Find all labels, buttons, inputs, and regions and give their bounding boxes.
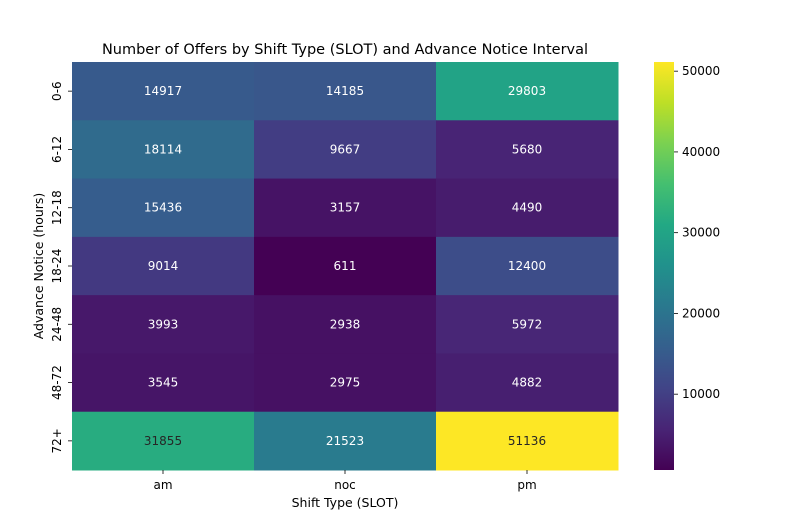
y-axis-label: Advance Notice (hours) <box>31 193 46 340</box>
heatmap-cell <box>72 178 255 238</box>
heatmap-cell <box>436 411 619 471</box>
cell-value-label: 21523 <box>326 434 364 448</box>
cell-value-label: 29803 <box>508 84 546 98</box>
cell-value-label: 3545 <box>148 376 179 390</box>
x-axis-ticks: am noc pm <box>153 470 537 492</box>
colorbar: 10000 20000 30000 40000 50000 <box>654 62 720 470</box>
heatmap-cell <box>436 62 619 121</box>
heatmap-cell <box>254 62 437 121</box>
x-tick-label: pm <box>517 478 536 492</box>
heatmap-cell <box>436 120 619 180</box>
y-tick-label: 0-6 <box>50 81 64 101</box>
y-tick-label: 6-12 <box>50 136 64 163</box>
cell-value-label: 9014 <box>148 259 179 273</box>
y-tick-label: 72+ <box>50 428 64 453</box>
heatmap-cell <box>72 62 255 121</box>
colorbar-gradient <box>654 62 674 470</box>
x-tick-label: am <box>153 478 172 492</box>
colorbar-tick-label: 50000 <box>682 64 720 78</box>
heatmap-cell <box>254 353 437 413</box>
heatmap-cell <box>254 411 437 471</box>
cell-value-label: 9667 <box>330 142 361 156</box>
y-tick-label: 24-48 <box>50 307 64 342</box>
cell-value-label: 2975 <box>330 376 361 390</box>
y-tick-label: 48-72 <box>50 365 64 400</box>
chart-title: Number of Offers by Shift Type (SLOT) an… <box>102 42 588 58</box>
cell-value-label: 18114 <box>144 142 182 156</box>
y-tick-label: 18-24 <box>50 249 64 284</box>
heatmap-cell <box>254 295 437 354</box>
heatmap-cell <box>72 295 255 354</box>
y-axis-ticks: 0-6 6-12 12-18 18-24 24-48 48-72 72+ <box>50 81 72 454</box>
colorbar-tick-label: 40000 <box>682 145 720 159</box>
cell-value-label: 31855 <box>144 434 182 448</box>
heatmap-cell <box>72 411 255 471</box>
cell-value-label: 2938 <box>330 317 361 331</box>
colorbar-ticks: 10000 20000 30000 40000 50000 <box>674 64 720 401</box>
cell-value-label: 5972 <box>512 317 543 331</box>
colorbar-tick-label: 20000 <box>682 306 720 320</box>
heatmap-cell <box>436 353 619 413</box>
cell-value-label: 3993 <box>148 317 179 331</box>
x-axis-label: Shift Type (SLOT) <box>292 495 399 510</box>
cell-value-label: 51136 <box>508 434 546 448</box>
cell-value-label: 3157 <box>330 201 361 215</box>
heatmap-cell <box>72 120 255 180</box>
heatmap-cell <box>254 178 437 238</box>
cell-value-label: 15436 <box>144 201 182 215</box>
x-tick-label: noc <box>334 478 356 492</box>
heatmap-cell <box>254 120 437 180</box>
colorbar-tick-label: 10000 <box>682 387 720 401</box>
heatmap-cell <box>436 295 619 354</box>
heatmap-cell <box>72 353 255 413</box>
cell-value-label: 4490 <box>512 201 543 215</box>
heatmap-cell <box>436 236 619 296</box>
cell-value-label: 14185 <box>326 84 364 98</box>
heatmap-cell <box>436 178 619 238</box>
heatmap-cells <box>72 62 619 471</box>
y-tick-label: 12-18 <box>50 190 64 225</box>
cell-value-label: 611 <box>334 259 357 273</box>
heatmap-cell-labels: 14917 14185 29803 18114 9667 5680 15436 3157 449… <box>144 84 546 448</box>
cell-value-label: 5680 <box>512 142 543 156</box>
cell-value-label: 14917 <box>144 84 182 98</box>
heatmap-cell <box>254 236 437 296</box>
cell-value-label: 12400 <box>508 259 546 273</box>
heatmap-cell <box>72 236 255 296</box>
cell-value-label: 4882 <box>512 376 543 390</box>
colorbar-tick-label: 30000 <box>682 226 720 240</box>
